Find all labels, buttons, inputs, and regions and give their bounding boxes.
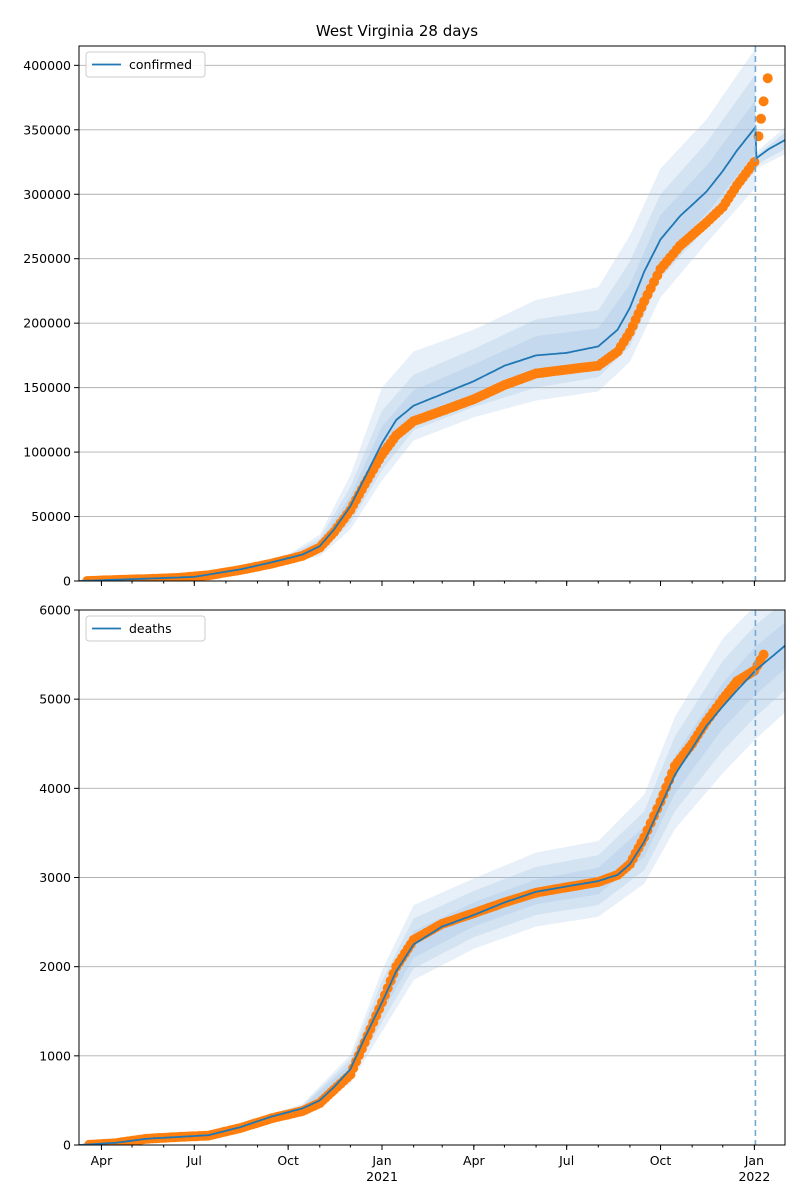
y-tick-label: 200000 xyxy=(23,316,71,331)
band-inner xyxy=(79,622,785,1145)
y-tick-label: 300000 xyxy=(23,187,71,202)
plot-area xyxy=(79,46,785,581)
plot-frame xyxy=(78,45,786,582)
plot-frame xyxy=(78,609,786,1146)
band-mid xyxy=(79,610,785,1145)
deaths-panel: 0 1000 2000 3000 4000 5000 6000 deaths xyxy=(39,603,786,1153)
model-line xyxy=(79,645,785,1145)
legend-label: confirmed xyxy=(129,57,192,72)
x-tick-label: Oct xyxy=(277,1153,299,1168)
confirmed-panel: 0 50000 100000 150000 200000 250000 300000 3500… xyxy=(23,45,786,589)
y-tick-label: 0 xyxy=(63,574,71,589)
band-inner xyxy=(79,100,756,581)
band-mid xyxy=(79,74,756,581)
x-tick-label: Apr xyxy=(91,1153,113,1168)
observed-point xyxy=(758,649,769,660)
y-tick-label: 100000 xyxy=(23,445,71,460)
legend-frame xyxy=(85,615,206,642)
x-tick-year-label: 2022 xyxy=(738,1169,770,1184)
y-tick-label: 2000 xyxy=(39,959,71,974)
band-outer xyxy=(79,610,785,1145)
y-tick-label: 50000 xyxy=(31,509,71,524)
legend: deaths xyxy=(85,615,206,642)
y-tick-label: 4000 xyxy=(39,781,71,796)
y-tick-label: 0 xyxy=(63,1138,71,1153)
observed-point xyxy=(749,157,760,167)
plot-area xyxy=(79,610,785,1145)
x-tick-label: Jan xyxy=(744,1153,764,1168)
x-tick-label: Apr xyxy=(463,1153,485,1168)
legend: confirmed xyxy=(85,51,206,78)
legend-frame xyxy=(85,51,206,78)
y-tick-label: 3000 xyxy=(39,870,71,885)
x-tick-label: Jan xyxy=(371,1153,391,1168)
y-tick-label: 400000 xyxy=(23,58,71,73)
observed-point xyxy=(758,96,769,107)
chart-title: West Virginia 28 days xyxy=(316,22,478,40)
x-tick-year-label: 2021 xyxy=(366,1169,398,1184)
observed-point xyxy=(762,73,773,84)
y-tick-label: 1000 xyxy=(39,1048,71,1063)
y-tick-label: 6000 xyxy=(39,603,71,618)
band-outer xyxy=(79,48,756,581)
y-tick-label: 350000 xyxy=(23,122,71,137)
x-tick-label: Jul xyxy=(558,1153,574,1168)
y-tick-label: 150000 xyxy=(23,380,71,395)
model-line xyxy=(79,124,785,581)
observed-point xyxy=(756,113,766,124)
x-tick-label: Oct xyxy=(650,1153,672,1168)
y-tick-label: 250000 xyxy=(23,251,71,266)
x-tick-label: Jul xyxy=(186,1153,202,1168)
y-tick-label: 5000 xyxy=(39,692,71,707)
legend-label: deaths xyxy=(129,621,172,636)
